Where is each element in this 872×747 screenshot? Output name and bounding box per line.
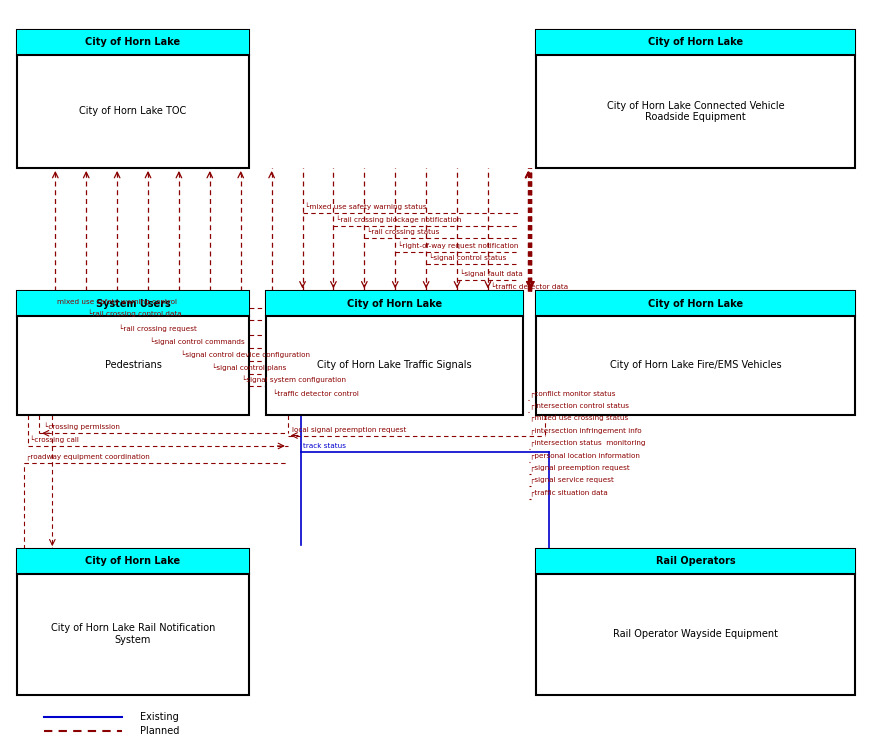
Text: City of Horn Lake Fire/EMS Vehicles: City of Horn Lake Fire/EMS Vehicles <box>610 360 781 371</box>
Text: └signal control plans: └signal control plans <box>212 364 286 371</box>
Text: track status: track status <box>303 443 346 449</box>
Text: City of Horn Lake: City of Horn Lake <box>85 37 181 47</box>
Text: └signal system configuration: └signal system configuration <box>242 376 346 383</box>
Text: └rail crossing status: └rail crossing status <box>367 228 439 235</box>
Bar <box>536 549 855 574</box>
Text: City of Horn Lake Connected Vehicle
Roadside Equipment: City of Horn Lake Connected Vehicle Road… <box>607 101 784 122</box>
Text: └signal fault data: └signal fault data <box>460 270 522 277</box>
Bar <box>17 291 249 316</box>
Text: Rail Operator Wayside Equipment: Rail Operator Wayside Equipment <box>613 629 778 639</box>
Text: └rail crossing blockage notification: └rail crossing blockage notification <box>336 216 461 223</box>
Bar <box>536 549 855 695</box>
Text: └signal control commands: └signal control commands <box>150 338 244 345</box>
Text: City of Horn Lake: City of Horn Lake <box>648 37 743 47</box>
Text: └traffic detector data: └traffic detector data <box>491 283 568 290</box>
Text: local signal preemption request: local signal preemption request <box>292 427 406 433</box>
Bar <box>17 30 249 55</box>
Text: └rail crossing request: └rail crossing request <box>119 325 197 332</box>
Text: System Users: System Users <box>96 299 170 309</box>
Text: └right-of-way request notification: └right-of-way request notification <box>398 241 518 249</box>
Text: City of Horn Lake: City of Horn Lake <box>648 299 743 309</box>
Text: └crossing call: └crossing call <box>30 436 78 443</box>
Text: City of Horn Lake TOC: City of Horn Lake TOC <box>79 106 187 117</box>
Text: City of Horn Lake: City of Horn Lake <box>347 299 442 309</box>
Bar <box>17 291 249 415</box>
Text: City of Horn Lake Rail Notification
System: City of Horn Lake Rail Notification Syst… <box>51 624 215 645</box>
Text: mixed use safety warning control: mixed use safety warning control <box>57 299 177 305</box>
Text: Planned: Planned <box>140 725 179 736</box>
Text: ┌mixed use crossing status: ┌mixed use crossing status <box>530 415 629 421</box>
Text: Existing: Existing <box>140 712 178 722</box>
Bar <box>266 291 523 415</box>
Text: └signal control status: └signal control status <box>429 253 506 261</box>
Bar <box>17 549 249 695</box>
Text: ┌signal service request: ┌signal service request <box>530 477 614 483</box>
Text: ┌intersection control status: ┌intersection control status <box>530 402 630 409</box>
Text: └signal control device configuration: └signal control device configuration <box>181 350 310 358</box>
Text: City of Horn Lake Traffic Signals: City of Horn Lake Traffic Signals <box>317 360 472 371</box>
Bar <box>536 291 855 316</box>
Text: Pedestrians: Pedestrians <box>105 360 161 371</box>
Text: ┌roadway equipment coordination: ┌roadway equipment coordination <box>26 453 150 460</box>
Bar <box>536 30 855 168</box>
Text: ┌personal location information: ┌personal location information <box>530 452 640 459</box>
Bar <box>17 549 249 574</box>
Bar <box>536 30 855 55</box>
Text: └rail crossing control data: └rail crossing control data <box>88 309 181 317</box>
Bar <box>536 291 855 415</box>
Text: ┌traffic situation data: ┌traffic situation data <box>530 489 608 496</box>
Text: ┌intersection status  monitoring: ┌intersection status monitoring <box>530 439 645 446</box>
Bar <box>17 30 249 168</box>
Bar <box>266 291 523 316</box>
Text: ┌conflict monitor status: ┌conflict monitor status <box>530 390 616 397</box>
Text: City of Horn Lake: City of Horn Lake <box>85 557 181 566</box>
Text: Rail Operators: Rail Operators <box>656 557 735 566</box>
Text: └mixed use safety warning status: └mixed use safety warning status <box>305 202 426 210</box>
Text: ┌signal preemption request: ┌signal preemption request <box>530 465 630 471</box>
Text: └crossing permission: └crossing permission <box>44 423 119 430</box>
Text: ┌intersection infringement info: ┌intersection infringement info <box>530 427 642 434</box>
Text: └traffic detector control: └traffic detector control <box>274 390 359 397</box>
